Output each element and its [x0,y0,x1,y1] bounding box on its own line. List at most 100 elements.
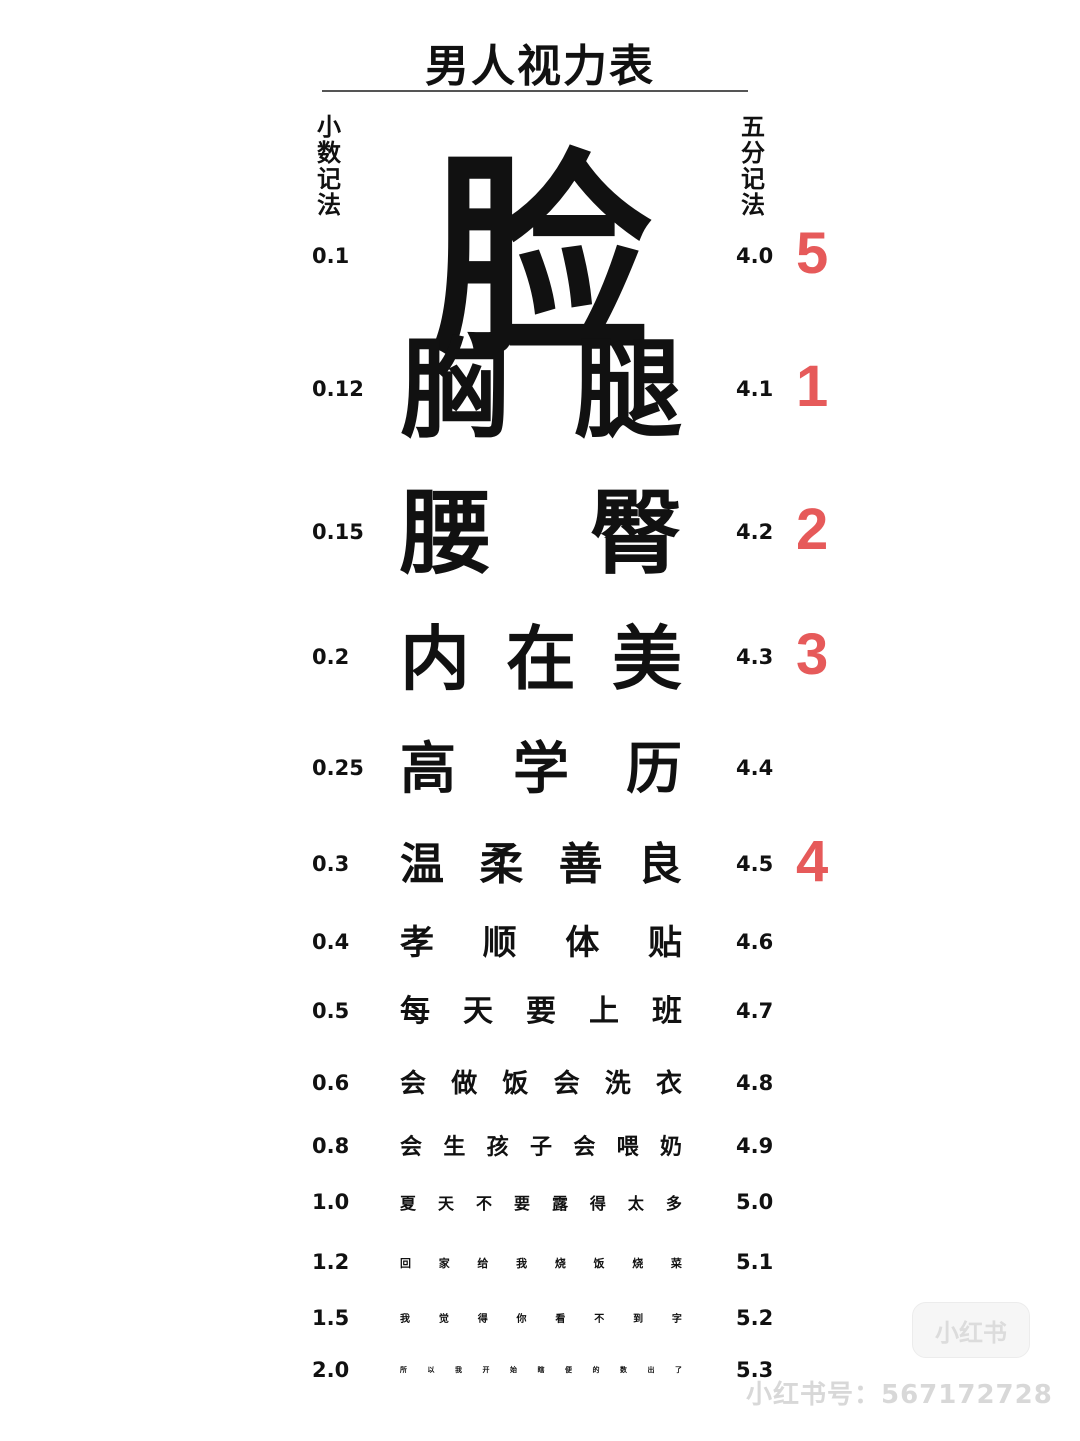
left_header-char: 记 [317,165,341,193]
decimal-value: 0.25 [312,756,364,780]
decimal-value: 0.5 [312,999,350,1023]
left_header-char: 法 [317,191,341,219]
optotype-char: 天 [463,994,493,1029]
five-point-value: 4.5 [736,852,774,876]
decimal-value: 0.3 [312,852,350,876]
optotype-char: 回 [400,1256,411,1270]
optotype-char: 到 [633,1313,644,1325]
optotype-char: 衣 [655,1068,682,1099]
optotype-char: 多 [665,1193,682,1213]
optotype-char: 孝 [400,923,434,963]
optotype-line: 我觉得你看不到字 [400,1314,682,1325]
optotype-char: 孩 [486,1134,509,1160]
decimal-value: 0.8 [312,1134,350,1158]
optotype-char: 太 [627,1193,644,1213]
optotype-char: 臀 [589,479,682,587]
optotype-char: 历 [626,736,682,802]
optotype-char: 夏 [400,1193,417,1213]
decimal-value: 0.6 [312,1071,350,1095]
optotype-char: 字 [671,1313,682,1325]
optotype-char: 瞎 [537,1366,545,1374]
left_header-char: 数 [317,139,341,167]
left_header-char: 小 [317,113,341,141]
optotype-char: 班 [652,994,682,1029]
optotype-char: 在 [506,618,576,700]
optotype-char: 会 [573,1134,596,1160]
optotype-char: 每 [400,994,430,1029]
five-point-value: 4.1 [736,377,774,401]
optotype-char: 要 [526,994,556,1029]
optotype-char: 饭 [593,1256,605,1270]
optotype-char: 烧 [632,1256,644,1270]
optotype-char: 我 [400,1313,410,1325]
optotype-char: 顺 [482,923,517,963]
decimal-value: 0.15 [312,520,364,544]
optotype-char: 高 [400,736,456,802]
red-rank-number: 3 [796,622,829,687]
optotype-char: 做 [451,1068,478,1099]
optotype-char: 贴 [647,923,682,963]
optotype-char: 饭 [502,1068,529,1099]
optotype-line: 高学历 [400,740,682,799]
five-point-value: 4.9 [736,1134,774,1158]
optotype-line: 回家给我烧饭烧菜 [400,1257,682,1269]
optotype-char: 我 [455,1366,462,1374]
red-rank-number: 5 [796,221,829,286]
decimal-value: 1.0 [312,1190,350,1214]
decimal-value: 0.12 [312,377,364,401]
optotype-char: 天 [437,1193,454,1213]
five-point-value: 5.0 [736,1190,774,1214]
optotype-char: 奶 [659,1134,682,1160]
optotype-char: 出 [647,1366,655,1374]
right_header-char: 法 [741,191,765,219]
five-point-value: 4.4 [736,756,774,780]
five-point-value: 5.1 [736,1250,774,1274]
optotype-char: 会 [553,1068,580,1099]
chart-title: 男人视力表 [425,41,655,92]
optotype-char: 得 [589,1193,606,1213]
optotype-char: 家 [438,1256,450,1270]
optotype-char: 胸 [400,327,509,453]
optotype-char: 便 [565,1366,572,1374]
optotype-char: 得 [477,1313,488,1325]
optotype-char: 始 [510,1366,517,1374]
five-point-value: 5.2 [736,1306,774,1330]
five-point-value: 4.0 [736,244,774,268]
optotype-char: 露 [551,1193,568,1213]
optotype-char: 的 [592,1366,600,1374]
optotype-char: 给 [477,1256,489,1270]
optotype-char: 烧 [554,1256,566,1270]
red-rank-number: 2 [796,497,829,562]
optotype-char: 良 [637,839,682,890]
right_header-char: 分 [741,139,765,167]
red-rank-number: 1 [796,354,829,419]
optotype-line: 内在美 [400,622,682,696]
optotype-char: 温 [400,839,444,890]
optotype-char: 觉 [438,1313,449,1325]
decimal-value: 1.2 [312,1250,350,1274]
optotype-char: 会 [400,1134,423,1160]
five-point-value: 4.2 [736,520,774,544]
optotype-char: 洗 [604,1068,631,1099]
optotype-line: 温柔善良 [400,842,682,888]
optotype-line: 腰臀 [400,485,682,582]
optotype-char: 学 [513,736,569,802]
optotype-char: 腰 [400,479,493,587]
watermark-logo: 小红书 [912,1302,1030,1358]
optotype-char: 数 [620,1366,627,1374]
optotype-line: 脸 [400,143,682,374]
optotype-line: 胸腿 [400,334,682,447]
decimal-value: 2.0 [312,1358,350,1382]
optotype-char: 子 [529,1134,552,1160]
decimal-value: 0.2 [312,645,350,669]
decimal-value: 0.4 [312,930,350,954]
five-point-value: 4.6 [736,930,774,954]
decimal-notation-header: 小数记法 [314,114,344,218]
optotype-line: 所以我开始瞎便的数出了 [400,1367,682,1374]
optotype-char: 所 [400,1366,407,1374]
optotype-char: 柔 [479,839,524,890]
optotype-line: 孝顺体贴 [400,925,682,961]
optotype-char: 喂 [616,1134,639,1160]
optotype-char: 善 [558,839,603,890]
optotype-char: 开 [482,1366,490,1374]
